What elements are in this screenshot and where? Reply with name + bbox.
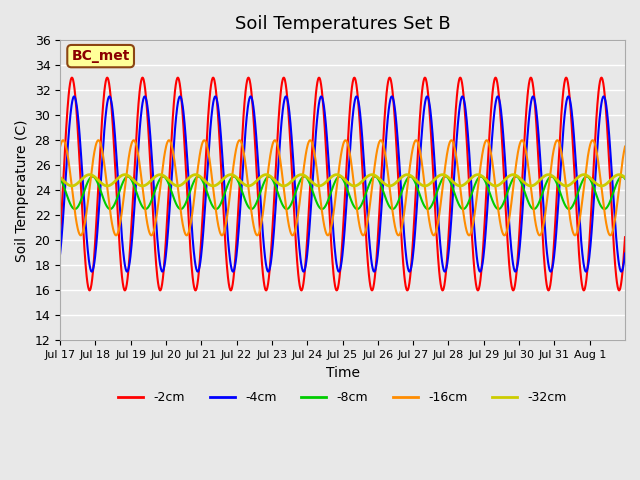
-2cm xyxy=(615,288,623,293)
Line: -16cm: -16cm xyxy=(60,140,625,235)
Line: -4cm: -4cm xyxy=(60,96,625,272)
-2cm xyxy=(476,280,484,286)
-4cm xyxy=(476,269,484,275)
-32cm xyxy=(476,172,484,178)
-16cm xyxy=(145,228,153,234)
Line: -8cm: -8cm xyxy=(60,177,625,209)
-16cm xyxy=(559,158,566,164)
-8cm xyxy=(145,204,153,209)
Title: Soil Temperatures Set B: Soil Temperatures Set B xyxy=(235,15,451,33)
-4cm xyxy=(145,116,153,121)
-2cm xyxy=(317,84,325,90)
-8cm xyxy=(559,197,566,203)
-16cm xyxy=(607,232,614,238)
Legend: -2cm, -4cm, -8cm, -16cm, -32cm: -2cm, -4cm, -8cm, -16cm, -32cm xyxy=(113,386,572,409)
-32cm xyxy=(56,175,64,180)
-32cm xyxy=(614,172,622,178)
-32cm xyxy=(615,172,623,178)
-4cm xyxy=(621,251,629,256)
-16cm xyxy=(328,220,336,226)
-16cm xyxy=(614,191,622,197)
-2cm xyxy=(614,286,622,291)
-4cm xyxy=(328,212,336,217)
-32cm xyxy=(68,183,76,189)
X-axis label: Time: Time xyxy=(326,366,360,380)
-2cm xyxy=(621,234,629,240)
-32cm xyxy=(145,180,153,186)
-8cm xyxy=(71,206,79,212)
-4cm xyxy=(559,133,566,139)
-16cm xyxy=(621,144,629,149)
-2cm xyxy=(56,234,64,240)
-8cm xyxy=(476,174,484,180)
-8cm xyxy=(621,176,629,181)
-16cm xyxy=(60,137,67,143)
Text: BC_met: BC_met xyxy=(72,49,130,63)
-16cm xyxy=(317,204,325,210)
-8cm xyxy=(56,176,64,181)
-4cm xyxy=(614,254,622,260)
-16cm xyxy=(476,168,484,173)
-4cm xyxy=(70,94,78,99)
-8cm xyxy=(614,178,622,183)
-2cm xyxy=(559,93,566,99)
-2cm xyxy=(68,75,76,81)
-32cm xyxy=(317,182,325,188)
Y-axis label: Soil Temperature (C): Soil Temperature (C) xyxy=(15,119,29,262)
-4cm xyxy=(317,94,325,99)
-8cm xyxy=(328,186,336,192)
-4cm xyxy=(618,269,625,275)
Line: -32cm: -32cm xyxy=(60,175,625,186)
-16cm xyxy=(56,144,64,149)
-2cm xyxy=(328,254,336,260)
-8cm xyxy=(618,174,626,180)
-32cm xyxy=(559,182,566,188)
-32cm xyxy=(621,175,629,180)
-32cm xyxy=(328,174,336,180)
Line: -2cm: -2cm xyxy=(60,78,625,290)
-4cm xyxy=(56,251,64,256)
-2cm xyxy=(145,135,153,141)
-8cm xyxy=(317,206,325,212)
